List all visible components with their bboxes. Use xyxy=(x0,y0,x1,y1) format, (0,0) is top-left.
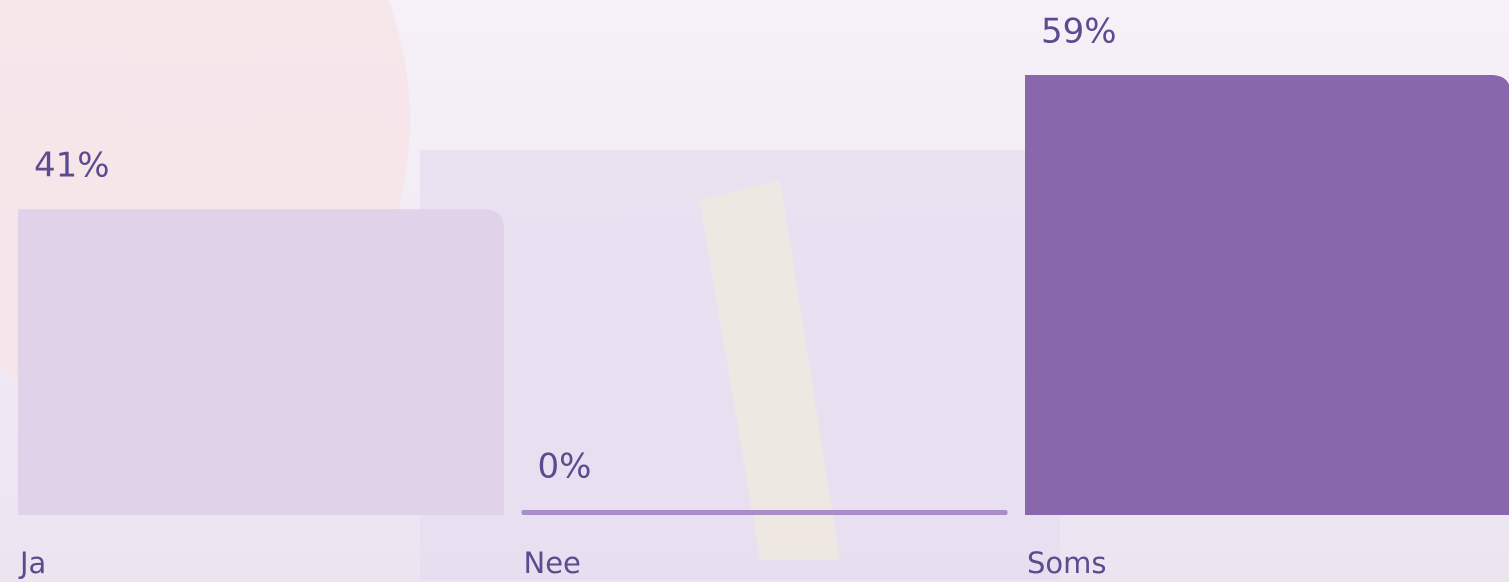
bar xyxy=(18,209,504,515)
bar xyxy=(1025,75,1509,515)
category-label: Soms xyxy=(1027,546,1107,580)
bar xyxy=(522,510,1008,515)
category-label: Ja xyxy=(18,546,46,580)
value-label: 41% xyxy=(34,146,110,186)
category-label: Nee xyxy=(524,546,581,580)
value-label: 0% xyxy=(538,447,592,487)
poll-chart: 41% Ja 0% Nee 59% Soms xyxy=(0,0,1509,582)
value-label: 59% xyxy=(1041,12,1117,52)
